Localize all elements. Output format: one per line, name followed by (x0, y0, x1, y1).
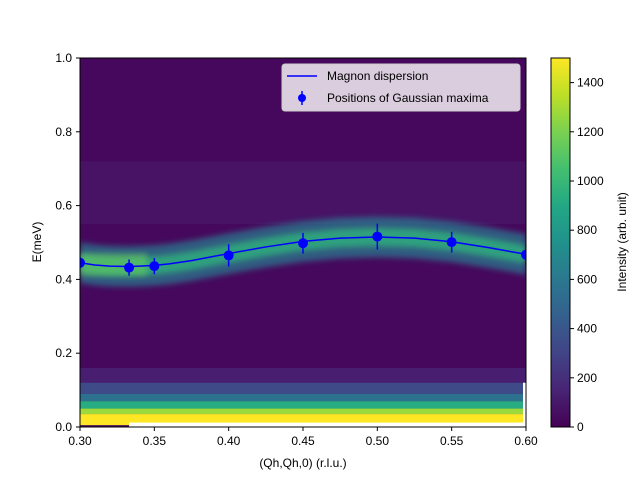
colorbar-tick-label: 1000 (577, 174, 604, 188)
legend-label-magnon: Magnon dispersion (327, 69, 428, 83)
y-tick-label: 0.4 (55, 272, 72, 286)
colorbar-ticks: 0 200 400 600 800 1000 1200 1400 (570, 76, 604, 434)
colorbar-tick-label: 600 (577, 272, 597, 286)
x-axis-label: (Qh,Qh,0) (r.l.u.) (259, 456, 346, 470)
heatmap-inner-band (80, 227, 526, 276)
colorbar-tick-label: 1400 (577, 76, 604, 90)
legend: Magnon dispersion Positions of Gaussian … (281, 63, 521, 112)
x-tick-label: 0.30 (68, 434, 92, 448)
data-point (223, 250, 234, 261)
data-point (521, 249, 526, 260)
x-tick-label: 0.55 (440, 434, 464, 448)
colorbar-tick-label: 0 (577, 420, 584, 434)
y-tick-label: 0.0 (55, 420, 72, 434)
axes: 0.30 0.35 0.40 0.45 0.50 0.55 0.60 0.0 0.2 0.4 0.6… (55, 51, 538, 448)
y-tick-label: 0.6 (55, 199, 72, 213)
x-tick-label: 0.45 (291, 434, 315, 448)
heatmap-haze (80, 161, 526, 225)
x-tick-label: 0.60 (514, 434, 538, 448)
gaussian-maximum-point (372, 223, 383, 250)
heatmap-low-band-0 (80, 367, 526, 383)
data-point (80, 257, 85, 268)
gaussian-maximum-point (80, 257, 85, 269)
y-tick-label: 0.8 (55, 125, 72, 139)
gaussian-maximum-point (298, 232, 308, 254)
gaussian-maximum-point (223, 244, 234, 267)
colorbar (550, 57, 571, 428)
colorbar-tick-label: 200 (577, 371, 597, 385)
heatmap-low-band-3 (80, 401, 526, 409)
data-layer (80, 223, 526, 276)
heatmap-low-band-2 (80, 393, 526, 402)
y-tick-label: 1.0 (55, 51, 72, 65)
gaussian-maximum-point (124, 259, 135, 276)
colorbar-tick-label: 800 (577, 223, 597, 237)
legend-errorbar-swatch (298, 91, 306, 105)
data-point (372, 231, 383, 242)
x-tick-label: 0.50 (366, 434, 390, 448)
heatmap-low-band-4 (80, 408, 526, 415)
heatmap-edge-gap (523, 382, 526, 427)
colorbar-label: Intensity (arb. unit) (615, 192, 629, 291)
legend-label-gaussian: Positions of Gaussian maxima (327, 91, 489, 105)
heatmap-gap (129, 422, 526, 427)
data-point (124, 262, 135, 273)
gaussian-maximum-point (149, 257, 160, 275)
y-axis-label: E(meV) (30, 222, 44, 263)
y-tick-label: 0.2 (55, 346, 72, 360)
x-tick-label: 0.35 (143, 434, 167, 448)
heatmap-low-band-1 (80, 382, 526, 394)
heatmap-low-band-5 (80, 414, 526, 426)
data-point (149, 261, 160, 272)
data-point (446, 237, 457, 248)
gaussian-maximum-point (521, 243, 526, 266)
gaussian-maximum-point (446, 231, 457, 253)
colorbar-tick-label: 400 (577, 322, 597, 336)
data-point (298, 238, 308, 249)
legend-box (281, 63, 521, 112)
colorbar-tick-label: 1200 (577, 125, 604, 139)
x-tick-label: 0.40 (217, 434, 241, 448)
